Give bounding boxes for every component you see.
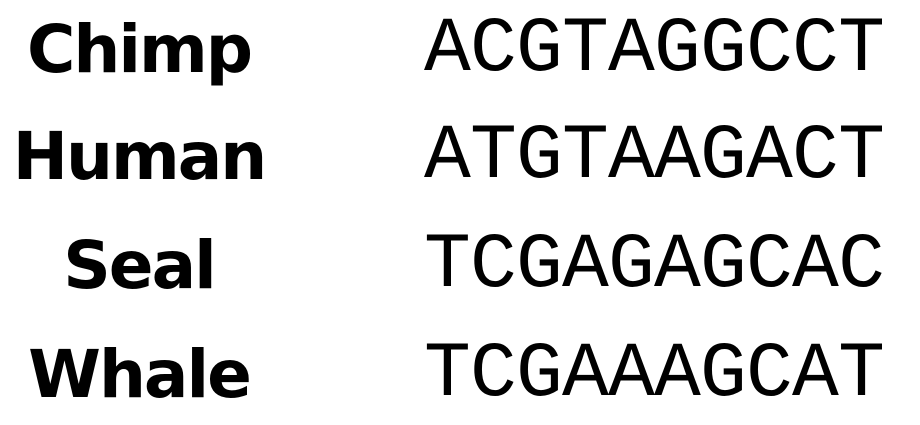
row-human: Human ATGTAAGACT: [0, 107, 920, 207]
row-chimp: Chimp ACGTAGGCCT: [0, 0, 920, 100]
dna-sequence: TCGAAAGCAT: [424, 331, 885, 419]
row-whale: Whale TCGAAAGCAT: [0, 325, 920, 425]
row-seal: Seal TCGAGAGCAC: [0, 216, 920, 316]
species-label: Human: [12, 118, 268, 195]
dna-sequence: ACGTAGGCCT: [424, 6, 885, 94]
species-label: Chimp: [26, 11, 253, 88]
species-label: Whale: [28, 336, 252, 413]
dna-sequence: ATGTAAGACT: [424, 113, 885, 201]
dna-sequence: TCGAGAGCAC: [424, 222, 885, 310]
species-label: Seal: [63, 227, 216, 304]
